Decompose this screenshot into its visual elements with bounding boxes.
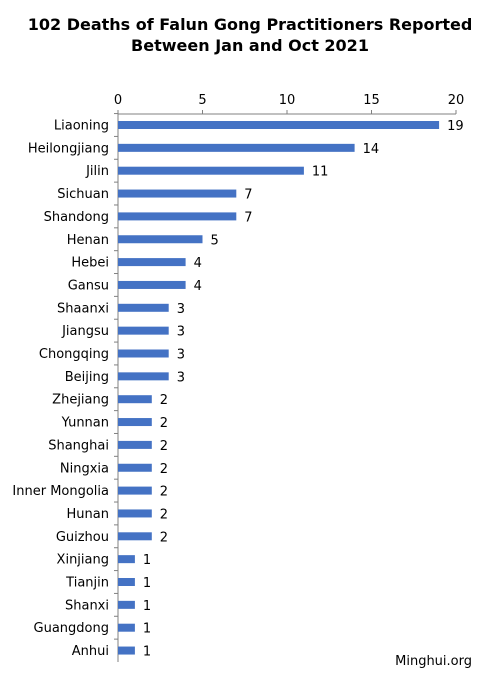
- chart-title: 102 Deaths of Falun Gong Practitioners R…: [0, 14, 500, 56]
- data-label: 2: [160, 393, 168, 408]
- data-label: 2: [160, 439, 168, 454]
- category-label: Xinjiang: [57, 553, 109, 568]
- bar: [118, 646, 135, 655]
- data-label: 1: [143, 645, 151, 660]
- bar: [118, 623, 135, 632]
- bar: [118, 212, 237, 221]
- data-label: 11: [312, 165, 329, 180]
- category-label: Tianjin: [65, 576, 109, 591]
- bar: [118, 258, 186, 267]
- data-label: 3: [177, 370, 185, 385]
- bar: [118, 440, 152, 449]
- data-label: 1: [143, 553, 151, 568]
- category-label: Zhejiang: [52, 393, 109, 408]
- bar: [118, 509, 152, 518]
- data-label: 3: [177, 348, 185, 363]
- category-label: Gansu: [68, 278, 109, 293]
- category-label: Guangdong: [34, 621, 109, 636]
- data-label: 2: [160, 462, 168, 477]
- bar: [118, 303, 169, 312]
- bar: [118, 555, 135, 564]
- x-tick-label: 5: [198, 93, 206, 108]
- data-label: 2: [160, 530, 168, 545]
- data-label: 2: [160, 485, 168, 500]
- bar: [118, 280, 186, 289]
- data-label: 2: [160, 507, 168, 522]
- category-label: Guizhou: [56, 530, 109, 545]
- chart-title-line-2: Between Jan and Oct 2021: [131, 36, 369, 55]
- bar: [118, 578, 135, 586]
- source-credit: Minghui.org: [395, 654, 472, 669]
- category-label: Hebei: [71, 256, 109, 271]
- data-label: 4: [194, 279, 202, 294]
- category-label: Sichuan: [57, 187, 109, 202]
- data-label: 3: [177, 302, 185, 317]
- bar: [118, 372, 169, 381]
- chart-title-line-1: 102 Deaths of Falun Gong Practitioners R…: [27, 15, 473, 34]
- bar: [118, 235, 203, 244]
- data-label: 14: [363, 142, 380, 157]
- data-label: 1: [143, 599, 151, 614]
- data-label: 1: [143, 576, 151, 591]
- x-tick-label: 10: [279, 93, 296, 108]
- bar: [118, 143, 355, 152]
- category-label: Ningxia: [60, 461, 109, 476]
- category-label: Inner Mongolia: [12, 484, 109, 499]
- x-tick-label: 0: [114, 93, 122, 108]
- bar: [118, 121, 440, 129]
- category-label: Jilin: [85, 164, 109, 179]
- x-tick-label: 15: [363, 93, 380, 108]
- category-label: Shanxi: [65, 598, 109, 613]
- bar: [118, 326, 169, 335]
- bar: [118, 166, 304, 175]
- bar: [118, 463, 152, 472]
- category-label: Henan: [67, 233, 109, 248]
- category-label: Heilongjiang: [28, 141, 109, 156]
- category-label: Chongqing: [39, 347, 109, 362]
- data-label: 5: [211, 233, 219, 248]
- category-label: Shaanxi: [57, 301, 109, 316]
- category-label: Jiangsu: [61, 324, 109, 339]
- category-label: Liaoning: [54, 119, 109, 134]
- category-label: Yunnan: [61, 416, 109, 431]
- data-label: 2: [160, 416, 168, 431]
- bar: [118, 189, 237, 198]
- bar: [118, 349, 169, 358]
- category-label: Beijing: [65, 370, 109, 385]
- data-label: 7: [244, 210, 252, 225]
- bar: [118, 532, 152, 541]
- x-tick-label: 20: [448, 93, 465, 108]
- bar: [118, 418, 152, 427]
- data-label: 19: [447, 119, 464, 134]
- category-label: Shanghai: [48, 438, 109, 453]
- data-label: 7: [244, 188, 252, 203]
- data-label: 4: [194, 256, 202, 271]
- data-label: 1: [143, 622, 151, 637]
- category-label: Shandong: [44, 210, 109, 225]
- bar: [118, 395, 152, 404]
- bar: [118, 600, 135, 609]
- category-label: Hunan: [67, 507, 109, 522]
- bar: [118, 486, 152, 495]
- category-label: Anhui: [72, 644, 109, 659]
- data-label: 3: [177, 325, 185, 340]
